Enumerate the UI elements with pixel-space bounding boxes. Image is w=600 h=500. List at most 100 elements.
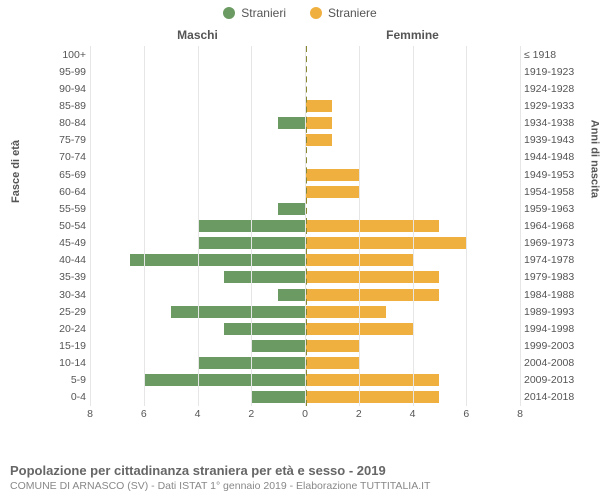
- gridline: [466, 46, 467, 406]
- x-tick: 8: [87, 408, 93, 420]
- legend-swatch: [223, 7, 235, 19]
- age-label: 35-39: [26, 271, 86, 283]
- col-header-female: Femmine: [305, 28, 520, 42]
- gridline: [90, 46, 91, 406]
- birth-year-label: 1964-1968: [524, 220, 594, 232]
- bar-female: [305, 169, 359, 181]
- x-tick: 4: [195, 408, 201, 420]
- birth-year-label: 1944-1948: [524, 151, 594, 163]
- gridline: [359, 46, 360, 406]
- chart-subtitle: COMUNE DI ARNASCO (SV) - Dati ISTAT 1° g…: [10, 480, 590, 492]
- age-label: 100+: [26, 49, 86, 61]
- x-tick: 6: [463, 408, 469, 420]
- bar-male: [278, 289, 305, 301]
- col-header-male: Maschi: [90, 28, 305, 42]
- legend-item-straniere: Straniere: [310, 6, 377, 20]
- bar-female: [305, 100, 332, 112]
- bar-female: [305, 220, 439, 232]
- birth-year-label: 1994-1998: [524, 323, 594, 335]
- bar-male: [278, 117, 305, 129]
- plot-area: 100+≤ 191895-991919-192390-941924-192885…: [90, 46, 520, 406]
- birth-year-label: 1949-1953: [524, 169, 594, 181]
- x-tick: 2: [248, 408, 254, 420]
- bar-female: [305, 289, 439, 301]
- bar-female: [305, 391, 439, 403]
- bar-female: [305, 237, 466, 249]
- age-label: 0-4: [26, 391, 86, 403]
- age-label: 80-84: [26, 117, 86, 129]
- age-label: 55-59: [26, 203, 86, 215]
- birth-year-label: 1989-1993: [524, 306, 594, 318]
- bar-female: [305, 134, 332, 146]
- age-label: 15-19: [26, 340, 86, 352]
- bar-female: [305, 117, 332, 129]
- bar-male: [144, 374, 305, 386]
- footer: Popolazione per cittadinanza straniera p…: [10, 463, 590, 492]
- legend-label: Stranieri: [241, 6, 286, 20]
- birth-year-label: 1919-1923: [524, 66, 594, 78]
- legend: Stranieri Straniere: [0, 0, 600, 20]
- birth-year-label: 1984-1988: [524, 289, 594, 301]
- age-label: 75-79: [26, 134, 86, 146]
- birth-year-label: 1979-1983: [524, 271, 594, 283]
- bar-male: [251, 391, 305, 403]
- birth-year-label: 2014-2018: [524, 391, 594, 403]
- birth-year-label: 2004-2008: [524, 357, 594, 369]
- x-tick: 2: [356, 408, 362, 420]
- bar-male: [130, 254, 305, 266]
- birth-year-label: 1939-1943: [524, 134, 594, 146]
- birth-year-label: 1934-1938: [524, 117, 594, 129]
- x-tick: 8: [517, 408, 523, 420]
- birth-year-label: 1959-1963: [524, 203, 594, 215]
- birth-year-label: 1924-1928: [524, 83, 594, 95]
- birth-year-label: 1929-1933: [524, 100, 594, 112]
- gridline: [198, 46, 199, 406]
- legend-label: Straniere: [328, 6, 377, 20]
- chart-title: Popolazione per cittadinanza straniera p…: [10, 463, 590, 478]
- legend-item-stranieri: Stranieri: [223, 6, 286, 20]
- bar-male: [224, 271, 305, 283]
- x-tick: 6: [141, 408, 147, 420]
- bar-female: [305, 271, 439, 283]
- birth-year-label: ≤ 1918: [524, 49, 594, 61]
- bar-male: [224, 323, 305, 335]
- bar-female: [305, 186, 359, 198]
- age-label: 90-94: [26, 83, 86, 95]
- yaxis-left-title: Fasce di età: [10, 140, 22, 203]
- birth-year-label: 1954-1958: [524, 186, 594, 198]
- x-tick: 0: [302, 408, 308, 420]
- age-label: 60-64: [26, 186, 86, 198]
- age-label: 85-89: [26, 100, 86, 112]
- birth-year-label: 2009-2013: [524, 374, 594, 386]
- age-label: 5-9: [26, 374, 86, 386]
- legend-swatch: [310, 7, 322, 19]
- birth-year-label: 1999-2003: [524, 340, 594, 352]
- gridline: [305, 46, 306, 406]
- bar-female: [305, 357, 359, 369]
- age-label: 30-34: [26, 289, 86, 301]
- column-headers: Maschi Femmine: [90, 28, 520, 42]
- gridline: [413, 46, 414, 406]
- gridline: [251, 46, 252, 406]
- gridline: [144, 46, 145, 406]
- x-axis: 8 6 4 2 0 2 4 6 8: [90, 408, 520, 422]
- age-label: 40-44: [26, 254, 86, 266]
- age-label: 65-69: [26, 169, 86, 181]
- age-label: 95-99: [26, 66, 86, 78]
- x-tick: 4: [410, 408, 416, 420]
- age-label: 50-54: [26, 220, 86, 232]
- bar-female: [305, 306, 386, 318]
- age-label: 45-49: [26, 237, 86, 249]
- bar-female: [305, 374, 439, 386]
- bar-male: [251, 340, 305, 352]
- bar-male: [278, 203, 305, 215]
- gridline: [520, 46, 521, 406]
- bar-female: [305, 340, 359, 352]
- pyramid-chart: Maschi Femmine Fasce di età Anni di nasc…: [20, 24, 590, 432]
- birth-year-label: 1974-1978: [524, 254, 594, 266]
- age-label: 25-29: [26, 306, 86, 318]
- birth-year-label: 1969-1973: [524, 237, 594, 249]
- age-label: 20-24: [26, 323, 86, 335]
- age-label: 70-74: [26, 151, 86, 163]
- age-label: 10-14: [26, 357, 86, 369]
